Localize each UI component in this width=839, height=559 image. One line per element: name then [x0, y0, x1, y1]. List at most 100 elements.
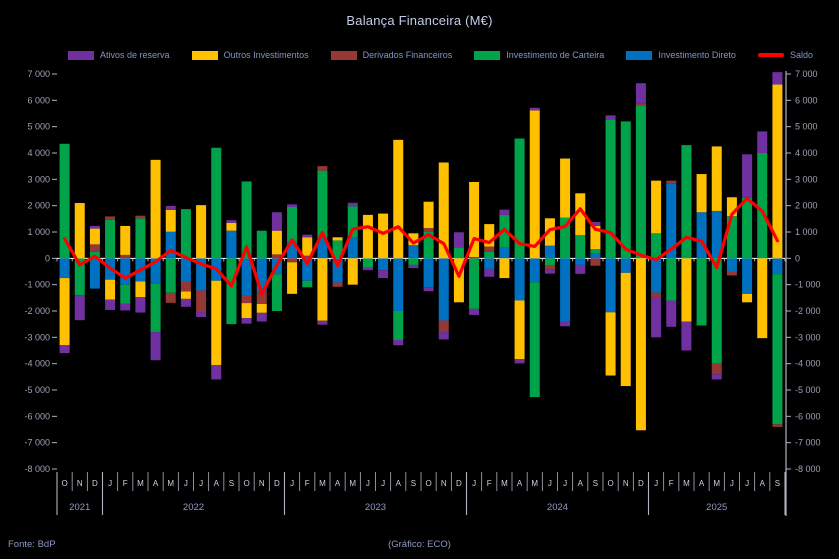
bar-segment — [529, 110, 540, 259]
month-label: J — [108, 479, 112, 488]
month-label: A — [578, 479, 584, 488]
y-axis-label-right: 7 000 — [795, 69, 818, 79]
y-axis-label-right: -2 000 — [795, 306, 821, 316]
bar-segment — [135, 297, 146, 313]
bar-segment — [681, 321, 692, 351]
legend-swatch — [757, 53, 784, 57]
bar-segment — [772, 84, 783, 259]
bar-segment — [362, 258, 373, 268]
bar-segment — [742, 293, 753, 303]
bar-segment — [150, 332, 161, 361]
bar-segment — [590, 253, 601, 259]
bar-segment — [347, 237, 358, 259]
bar-segment — [393, 258, 404, 311]
bar-segment — [180, 291, 191, 299]
bar-segment — [211, 147, 222, 259]
bar-segment — [605, 119, 616, 259]
bar-segment — [256, 230, 267, 259]
bar-segment — [180, 258, 191, 282]
bar-segment — [666, 183, 677, 259]
y-axis-label-left: 1 000 — [27, 227, 50, 237]
bar-segment — [772, 258, 783, 275]
bar-segment — [59, 143, 70, 259]
bar-segment — [408, 264, 419, 269]
month-label: A — [760, 479, 766, 488]
bar-segment — [150, 258, 161, 284]
legend-label: Outros Investimentos — [223, 50, 309, 60]
bar-segment — [590, 221, 601, 226]
bar-segment — [180, 209, 191, 259]
bar-segment — [575, 235, 586, 259]
bar-segment — [256, 312, 267, 322]
month-label: N — [623, 479, 629, 488]
legend: Ativos de reserva Outros Investimentos Der… — [68, 50, 813, 60]
bar-segment — [484, 246, 495, 252]
bar-segment — [605, 115, 616, 120]
bar-segment — [120, 254, 131, 259]
bar-segment — [423, 232, 434, 259]
month-label: D — [456, 479, 462, 488]
bar-segment — [757, 131, 768, 153]
bar-segment — [408, 245, 419, 259]
month-label: M — [349, 479, 356, 488]
bar-segment — [726, 271, 737, 276]
bar-segment — [742, 197, 753, 259]
bar-segment — [332, 282, 343, 287]
bar-segment — [453, 232, 464, 248]
bar-segment — [605, 258, 616, 313]
bar-segment — [120, 303, 131, 311]
legend-item: Outros Investimentos — [191, 50, 309, 60]
bar-segment — [423, 287, 434, 292]
bar-segment — [241, 181, 252, 259]
bar-segment — [120, 284, 131, 304]
bar-segment — [544, 245, 555, 259]
bar-segment — [271, 212, 282, 231]
bar-segment — [105, 216, 116, 220]
month-label: J — [730, 479, 734, 488]
bar-segment — [302, 234, 313, 238]
bar-segment — [271, 230, 282, 255]
bar-segment — [772, 424, 783, 427]
bar-segment — [226, 220, 237, 223]
month-label: M — [137, 479, 144, 488]
month-label: D — [92, 479, 98, 488]
bar-segment — [287, 241, 298, 259]
y-axis-label-left: 5 000 — [27, 122, 50, 132]
month-label: S — [411, 479, 416, 488]
y-axis-label-right: -3 000 — [795, 332, 821, 342]
bar-segment — [453, 258, 464, 303]
bar-segment — [514, 258, 525, 301]
bar-segment — [196, 290, 207, 313]
bar-segment — [89, 244, 100, 252]
bar-segment — [529, 258, 540, 283]
bar-segment — [120, 258, 131, 285]
bar-segment — [180, 281, 191, 292]
y-axis-label-right: 0 — [795, 253, 800, 263]
bar-segment — [89, 225, 100, 229]
bar-segment — [347, 258, 358, 285]
y-axis-label-left: -8 000 — [24, 464, 50, 474]
y-axis-label-left: 4 000 — [27, 148, 50, 158]
bar-segment — [711, 210, 722, 259]
bar-segment — [271, 254, 282, 259]
bar-segment — [438, 162, 449, 259]
month-label: F — [305, 479, 310, 488]
bar-segment — [150, 159, 161, 259]
y-axis-label-right: 6 000 — [795, 95, 818, 105]
legend-label: Ativos de reserva — [100, 50, 170, 60]
bar-segment — [317, 320, 328, 325]
bar-segment — [59, 345, 70, 354]
y-axis-label-left: 0 — [45, 253, 50, 263]
bar-segment — [635, 105, 646, 259]
bar-segment — [484, 258, 495, 269]
bar-segment — [484, 251, 495, 259]
year-label: 2024 — [547, 502, 568, 513]
legend-label: Investimento Direto — [658, 50, 736, 60]
month-label: F — [123, 479, 128, 488]
y-axis-label-left: -7 000 — [24, 438, 50, 448]
chart-title: Balança Financeira (M€) — [346, 13, 493, 28]
y-axis-label-right: 5 000 — [795, 122, 818, 132]
bar-segment — [256, 258, 267, 293]
bar-segment — [135, 215, 146, 219]
